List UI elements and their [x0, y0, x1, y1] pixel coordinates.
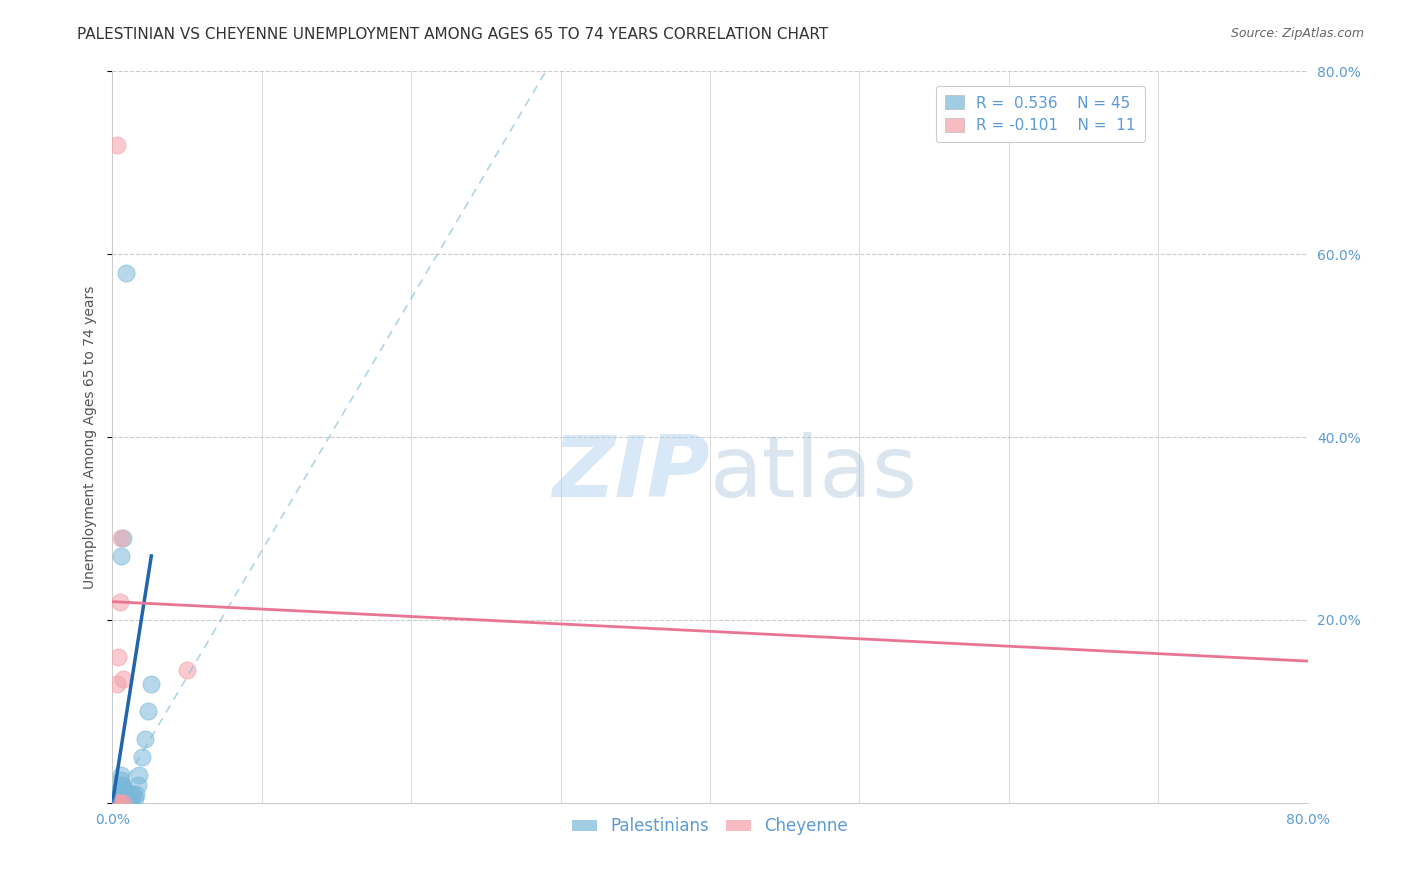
Point [110, 791, 132, 805]
Point [110, 787, 132, 801]
Point [110, 531, 132, 545]
Point [111, 778, 134, 792]
Point [110, 778, 132, 792]
Point [114, 782, 135, 797]
Point [110, 772, 132, 787]
Point [118, 791, 141, 805]
Point [111, 796, 134, 810]
Point [115, 791, 138, 805]
Point [117, 791, 139, 805]
Point [105, 796, 128, 810]
Point [114, 787, 135, 801]
Y-axis label: Unemployment Among Ages 65 to 74 years: Unemployment Among Ages 65 to 74 years [83, 285, 97, 589]
Point [114, 791, 135, 805]
Point [111, 673, 134, 687]
Text: Source: ZipAtlas.com: Source: ZipAtlas.com [1230, 27, 1364, 40]
Point [107, 649, 129, 664]
Point [105, 677, 128, 691]
Point [115, 266, 138, 280]
Point [117, 796, 139, 810]
Point [107, 796, 129, 810]
Point [120, 787, 142, 801]
Point [111, 787, 134, 801]
Point [117, 787, 139, 801]
Point [111, 531, 134, 545]
Point [118, 787, 141, 801]
Point [121, 791, 143, 805]
Point [125, 787, 148, 801]
Text: atlas: atlas [710, 432, 918, 516]
Point [110, 549, 132, 563]
Point [115, 796, 138, 810]
Point [108, 594, 131, 608]
Point [131, 750, 153, 764]
Point [114, 796, 135, 810]
Text: PALESTINIAN VS CHEYENNE UNEMPLOYMENT AMONG AGES 65 TO 74 YEARS CORRELATION CHART: PALESTINIAN VS CHEYENNE UNEMPLOYMENT AMO… [77, 27, 828, 42]
Point [127, 778, 149, 792]
Point [134, 731, 156, 746]
Point [111, 791, 134, 805]
Point [108, 796, 131, 810]
Point [108, 782, 131, 797]
Point [110, 782, 132, 797]
Point [111, 782, 134, 797]
Point [141, 677, 163, 691]
Point [110, 768, 132, 782]
Point [128, 768, 150, 782]
Point [122, 787, 145, 801]
Point [110, 796, 132, 810]
Point [108, 791, 131, 805]
Point [176, 663, 198, 677]
Point [138, 705, 160, 719]
Point [108, 796, 131, 810]
Legend: Palestinians, Cheyenne: Palestinians, Cheyenne [565, 811, 855, 842]
Point [111, 796, 134, 810]
Text: ZIP: ZIP [553, 432, 710, 516]
Point [107, 796, 129, 810]
Point [107, 791, 129, 805]
Point [120, 791, 142, 805]
Point [108, 787, 131, 801]
Point [115, 787, 138, 801]
Point [124, 791, 146, 805]
Point [105, 137, 128, 152]
